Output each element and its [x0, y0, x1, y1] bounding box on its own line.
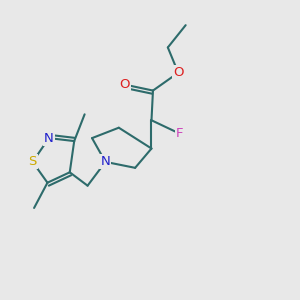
Text: N: N: [100, 155, 110, 168]
Text: F: F: [176, 127, 184, 140]
Text: O: O: [173, 66, 184, 79]
Text: N: N: [44, 132, 54, 145]
Text: S: S: [28, 155, 37, 168]
Text: O: O: [119, 78, 130, 91]
